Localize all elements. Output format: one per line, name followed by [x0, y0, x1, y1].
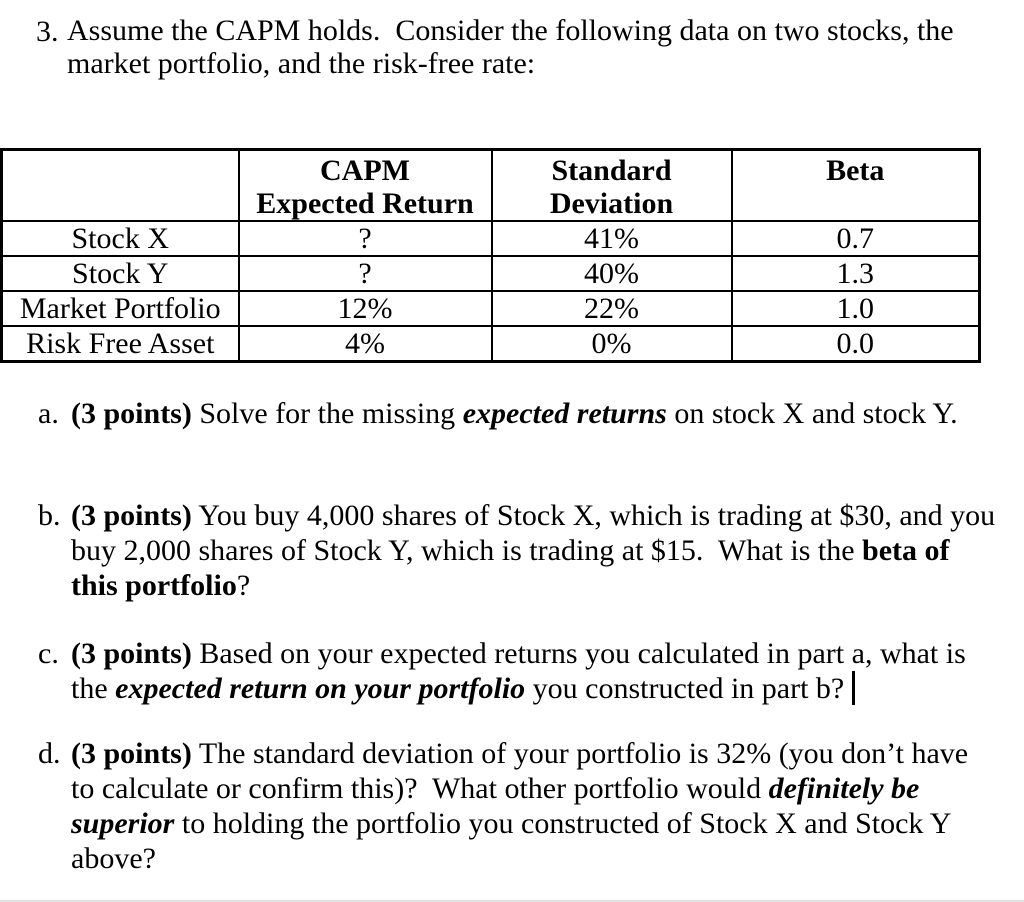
part-c-line-1: (3 points) Based on your expected return…	[71, 636, 1024, 671]
part-d-text-3: to holding the portfolio you constructed…	[174, 807, 952, 840]
part-a-text-end: on stock X and stock Y.	[666, 397, 958, 430]
part-a-emphasis: expected returns	[462, 397, 667, 430]
table-header-capm: CAPM Expected Return	[237, 148, 493, 222]
part-a-text: Solve for the missing	[191, 397, 463, 430]
part-d-text-2: to calculate or confirm this)? What othe…	[71, 772, 769, 805]
intro-line-1: Assume the CAPM holds. Consider the foll…	[67, 14, 954, 47]
row-label: Market Portfolio	[0, 290, 240, 327]
part-d-line-1: (3 points) The standard deviation of you…	[71, 736, 1024, 771]
intro-line-2: market portfolio, and the risk-free rate…	[67, 47, 536, 80]
table-header-beta-line1: Beta	[826, 154, 885, 187]
part-d-points: (3 points)	[71, 737, 192, 770]
table-header-empty	[0, 148, 240, 222]
part-d-line-4: above?	[71, 841, 1024, 876]
part-c-text-3: you constructed in part b?	[525, 672, 852, 705]
part-a-line-1: (3 points) Solve for the missing expecte…	[71, 396, 1024, 431]
page-bottom-edge	[0, 900, 1024, 902]
row-beta-value: 0.7	[730, 220, 981, 257]
part-d-emphasis-1: definitely be	[768, 772, 920, 805]
row-sd-value: 41%	[490, 220, 733, 257]
row-beta-value: 0.0	[730, 325, 981, 363]
table-header-beta: Beta	[730, 148, 981, 222]
part-c-line-2: the expected return on your portfolio yo…	[71, 671, 1024, 706]
part-d-line-3: superior to holding the portfolio you co…	[71, 806, 1024, 841]
text-cursor	[851, 671, 855, 705]
part-a: a. (3 points) Solve for the missing expe…	[0, 396, 1024, 431]
table-header-sd-line1: Standard	[551, 154, 672, 187]
table-header-sd: Standard Deviation	[490, 148, 733, 222]
part-c-points: (3 points)	[71, 637, 192, 670]
row-sd-value: 0%	[490, 325, 733, 363]
table-header-capm-line1: CAPM	[320, 154, 410, 187]
part-c-text-2: the	[71, 672, 116, 705]
row-capm-value: 4%	[237, 325, 493, 363]
part-d-emphasis-2: superior	[71, 807, 175, 840]
part-d-text-4: above?	[71, 842, 156, 875]
problem-intro: 3. Assume the CAPM holds. Consider the f…	[0, 14, 1024, 80]
part-b-line-1: (3 points) You buy 4,000 shares of Stock…	[71, 498, 1024, 533]
row-capm-value: 12%	[237, 290, 493, 327]
table-row: Stock X ? 41% 0.7	[0, 220, 981, 257]
row-sd-value: 22%	[490, 290, 733, 327]
part-b-line-3: this portfolio?	[71, 568, 1024, 603]
part-b-line-2: buy 2,000 shares of Stock Y, which is tr…	[71, 533, 1024, 568]
part-c: c. (3 points) Based on your expected ret…	[0, 636, 1024, 706]
row-beta-value: 1.3	[730, 255, 981, 292]
part-d: d. (3 points) The standard deviation of …	[0, 736, 1024, 876]
capm-data-table: CAPM Expected Return Standard Deviation …	[0, 148, 981, 363]
part-a-marker: a.	[38, 397, 59, 430]
problem-number: 3.	[36, 15, 59, 48]
part-b-bold-2: this portfolio	[71, 569, 237, 602]
row-label: Risk Free Asset	[0, 325, 240, 363]
part-b: b. (3 points) You buy 4,000 shares of St…	[0, 498, 1024, 603]
part-c-marker: c.	[38, 637, 59, 670]
row-sd-value: 40%	[490, 255, 733, 292]
table-row: Market Portfolio 12% 22% 1.0	[0, 290, 981, 327]
row-label: Stock Y	[0, 255, 240, 292]
table-header-capm-line2: Expected Return	[256, 187, 474, 220]
part-c-text-1: Based on your expected returns you calcu…	[191, 637, 966, 670]
part-d-text-1: The standard deviation of your portfolio…	[191, 737, 969, 770]
table-header-row: CAPM Expected Return Standard Deviation …	[0, 148, 981, 222]
part-b-text-2: buy 2,000 shares of Stock Y, which is tr…	[71, 534, 863, 567]
part-d-marker: d.	[38, 737, 61, 770]
part-b-text-1: You buy 4,000 shares of Stock X, which i…	[191, 499, 996, 532]
part-a-points: (3 points)	[71, 397, 192, 430]
table-header-sd-line2: Deviation	[549, 187, 674, 220]
part-b-bold-1: beta of	[862, 534, 950, 567]
table-row: Stock Y ? 40% 1.3	[0, 255, 981, 292]
row-label: Stock X	[0, 220, 240, 257]
row-capm-value: ?	[237, 220, 493, 257]
part-b-text-3: ?	[236, 569, 251, 602]
part-d-line-2: to calculate or confirm this)? What othe…	[71, 771, 1024, 806]
row-beta-value: 1.0	[730, 290, 981, 327]
part-c-emphasis: expected return on your portfolio	[115, 672, 526, 705]
row-capm-value: ?	[237, 255, 493, 292]
table-row: Risk Free Asset 4% 0% 0.0	[0, 325, 981, 363]
part-b-marker: b.	[38, 499, 61, 532]
part-b-points: (3 points)	[71, 499, 192, 532]
